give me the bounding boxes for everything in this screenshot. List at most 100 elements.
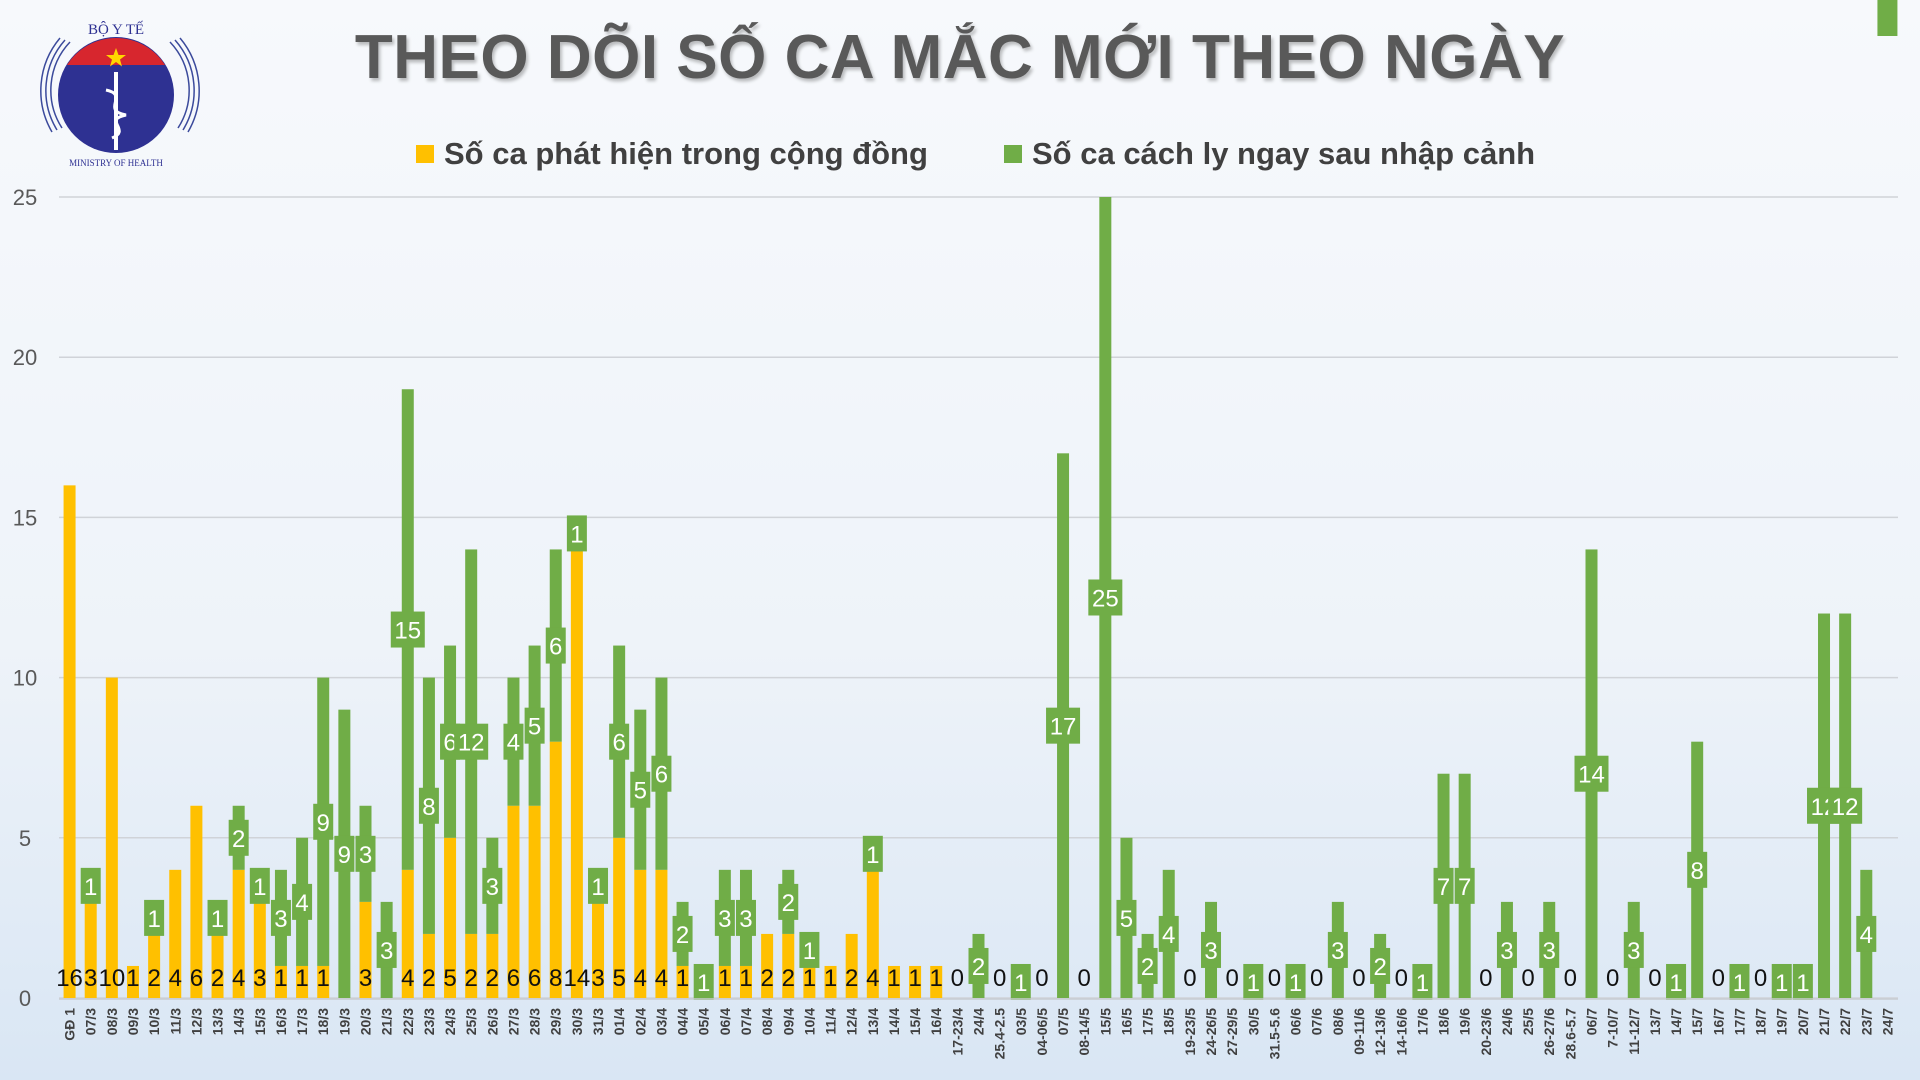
x-tick-label: 23/3 <box>421 1008 437 1035</box>
data-label-community: 1 <box>676 965 689 992</box>
data-label-community: 4 <box>866 965 879 992</box>
data-label-quarantine: 5 <box>634 778 647 805</box>
data-label-quarantine: 14 <box>1578 762 1605 789</box>
data-label-box-quarantine <box>1243 963 1264 1000</box>
bar-community <box>887 965 900 998</box>
x-tick-label: 07/6 <box>1309 1008 1325 1035</box>
bar-community <box>613 837 626 998</box>
data-label-quarantine: 1 <box>253 874 266 901</box>
data-label-community: 0 <box>1648 965 1661 992</box>
data-label-community: 0 <box>1564 965 1577 992</box>
data-label-quarantine: 1 <box>1796 970 1809 997</box>
data-label-quarantine: 1 <box>1014 970 1027 997</box>
bar-community <box>359 901 372 998</box>
x-tick-label: 23/7 <box>1858 1008 1874 1035</box>
bar-community <box>422 933 435 998</box>
data-label-quarantine: 5 <box>1120 906 1133 933</box>
data-label-box-quarantine <box>735 899 756 936</box>
data-label-quarantine: 2 <box>972 954 985 981</box>
x-tick-label: 18/6 <box>1436 1008 1452 1035</box>
x-tick-label: 20-23/6 <box>1478 1008 1494 1056</box>
data-label-quarantine: 3 <box>1627 938 1640 965</box>
data-label-box-quarantine <box>545 627 566 664</box>
x-tick-label: 08/6 <box>1330 1008 1346 1035</box>
x-tick-label: 20/3 <box>358 1008 374 1035</box>
data-label-box-quarantine <box>672 915 693 952</box>
bar-community <box>63 485 76 998</box>
x-tick-label: 03/5 <box>1013 1008 1029 1035</box>
x-tick-label: 02/4 <box>632 1008 648 1035</box>
data-label-community: 2 <box>760 965 773 992</box>
x-tick-label: 19/3 <box>336 1008 352 1035</box>
x-tick-label: 19/6 <box>1457 1008 1473 1035</box>
x-tick-label: 18/3 <box>315 1008 331 1035</box>
data-label-box-quarantine <box>1574 755 1609 792</box>
data-label-quarantine: 3 <box>1331 938 1344 965</box>
data-label-box-quarantine <box>799 931 820 968</box>
data-label-community: 2 <box>211 965 224 992</box>
data-label-quarantine: 3 <box>1204 938 1217 965</box>
data-label-community: 4 <box>232 965 245 992</box>
data-label-community: 2 <box>845 965 858 992</box>
x-tick-label: 22/3 <box>400 1008 416 1035</box>
data-label-box-quarantine <box>270 899 291 936</box>
bar-community <box>232 869 245 998</box>
data-label-community: 0 <box>1754 965 1767 992</box>
data-label-quarantine: 3 <box>1543 938 1556 965</box>
data-label-box-quarantine <box>1116 899 1137 936</box>
data-label-community: 16 <box>56 965 83 992</box>
svg-text:MINISTRY OF HEALTH: MINISTRY OF HEALTH <box>69 158 163 168</box>
data-label-box-quarantine <box>1454 867 1475 904</box>
x-tick-label: 14/7 <box>1668 1008 1684 1035</box>
data-label-community: 0 <box>1268 965 1281 992</box>
x-tick-label: 08-14/5 <box>1076 1008 1092 1056</box>
x-tick-label: 13/3 <box>210 1008 226 1035</box>
bar-community <box>761 933 774 998</box>
data-label-community: 1 <box>317 965 330 992</box>
y-tick-label: 0 <box>19 986 31 1011</box>
data-label-box-quarantine <box>1088 579 1123 616</box>
data-label-quarantine: 1 <box>1289 970 1302 997</box>
x-tick-label: 21/3 <box>379 1008 395 1035</box>
data-label-community: 4 <box>634 965 647 992</box>
data-label-box-quarantine <box>1877 0 1898 36</box>
x-tick-label: 27/3 <box>505 1008 521 1035</box>
x-tick-label: 07/5 <box>1055 1008 1071 1035</box>
x-tick-label: 13/4 <box>865 1008 881 1035</box>
data-label-community: 5 <box>443 965 456 992</box>
x-tick-label: 20/7 <box>1795 1008 1811 1035</box>
data-label-box-quarantine <box>1370 947 1391 984</box>
data-label-quarantine: 9 <box>317 810 330 837</box>
data-label-box-quarantine <box>1496 931 1517 968</box>
x-tick-label: 04-06/5 <box>1034 1008 1050 1056</box>
x-tick-label: 14/4 <box>886 1008 902 1035</box>
bar-community <box>126 965 139 998</box>
bar-community <box>866 869 879 998</box>
x-tick-label: GĐ 1 <box>62 1008 78 1041</box>
x-tick-label: 31/3 <box>590 1008 606 1035</box>
x-tick-label: 16/3 <box>273 1008 289 1035</box>
data-label-quarantine: 15 <box>394 618 421 645</box>
data-label-box-quarantine <box>778 883 799 920</box>
bar-community <box>845 933 858 998</box>
x-tick-label: 17/7 <box>1731 1008 1747 1035</box>
data-label-box-quarantine <box>1666 963 1687 1000</box>
data-label-community: 1 <box>718 965 731 992</box>
data-label-box-quarantine <box>144 899 165 936</box>
bar-community <box>465 933 478 998</box>
data-label-quarantine: 17 <box>1050 714 1077 741</box>
x-tick-label: 10/4 <box>801 1008 817 1035</box>
bar-community <box>253 901 266 998</box>
y-tick-label: 10 <box>13 666 37 691</box>
x-tick-label: 03/4 <box>653 1008 669 1035</box>
data-label-community: 3 <box>84 965 97 992</box>
data-label-box-quarantine <box>292 883 313 920</box>
bar-community <box>824 965 837 998</box>
x-tick-label: 18/5 <box>1161 1008 1177 1035</box>
x-tick-label: 15/5 <box>1097 1008 1113 1035</box>
x-tick-label: 24/6 <box>1499 1008 1515 1035</box>
data-label-quarantine: 4 <box>1162 922 1175 949</box>
data-label-quarantine: 3 <box>380 938 393 965</box>
x-tick-label: 11/4 <box>823 1008 839 1035</box>
